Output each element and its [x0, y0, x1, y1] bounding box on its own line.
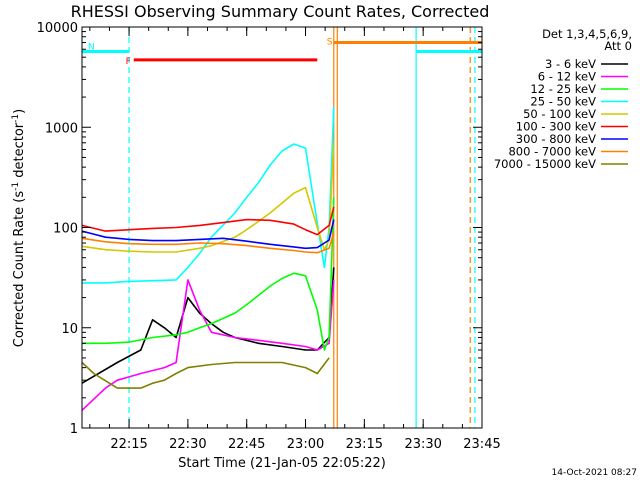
series-line [82, 106, 335, 284]
time-markers [128, 27, 476, 428]
flag-label: N [88, 42, 95, 52]
y-axis-label-part: ) [12, 109, 27, 114]
y-tick-label: 10 [61, 322, 78, 337]
x-axis: 22:15 22:30 22:45 23:00 23:15 23:30 23:45 [89, 27, 501, 452]
x-tick-label: 22:15 [110, 437, 147, 452]
x-tick-label: 23:00 [287, 437, 324, 452]
y-axis: 1 10 100 1000 10000 [37, 21, 482, 437]
y-tick-label: 10000 [37, 21, 78, 36]
series-line [81, 357, 330, 389]
y-tick-label: 100 [53, 222, 78, 237]
legend-label: 25 - 50 keV [530, 95, 596, 109]
y-axis-label: Corrected Count Rate (s-1 detector-1) [11, 109, 27, 347]
series-line [82, 197, 335, 351]
series-line [81, 206, 335, 236]
y-axis-label-part: Corrected Count Rate (s [12, 191, 27, 348]
legend-label: 6 - 12 keV [538, 70, 596, 84]
series-line [81, 279, 335, 411]
series-line [81, 219, 335, 250]
flag-label: F [126, 57, 131, 67]
legend-header: Att 0 [604, 39, 632, 53]
chart-title: RHESSI Observing Summary Count Rates, Co… [71, 2, 490, 21]
x-axis-label: Start Time (21-Jan-05 22:05:22) [178, 456, 386, 471]
y-axis-label-part: detector [12, 122, 27, 182]
legend-header: Det 1,3,4,5,6,9, [542, 27, 632, 41]
x-tick-label: 23:30 [404, 437, 441, 452]
legend-label: 3 - 6 keV [545, 57, 596, 71]
x-tick-label: 23:45 [463, 437, 500, 452]
y-tick-label: 1000 [45, 121, 78, 136]
x-tick-label: 22:45 [228, 437, 265, 452]
series-line [81, 142, 335, 253]
y-tick-label: 1 [70, 422, 78, 437]
date-stamp: 14-Oct-2021 08:27 [552, 468, 637, 478]
y-axis-label-sup: -1 [11, 182, 21, 191]
flag-bars: N F S [82, 38, 482, 67]
legend-label: 7000 - 15000 keV [494, 157, 596, 171]
legend-label: 100 - 300 keV [516, 120, 596, 134]
series-lines [81, 106, 335, 411]
legend-label: 800 - 7000 keV [508, 145, 596, 159]
x-tick-label: 23:15 [346, 437, 383, 452]
series-line [81, 231, 335, 254]
legend-label: 12 - 25 keV [530, 82, 596, 96]
legend-label: 300 - 800 keV [516, 132, 596, 146]
y-axis-label-sup: -1 [11, 114, 21, 123]
flag-label: S [327, 38, 333, 48]
x-tick-label: 22:30 [169, 437, 206, 452]
legend-label: 50 - 100 keV [523, 107, 596, 121]
